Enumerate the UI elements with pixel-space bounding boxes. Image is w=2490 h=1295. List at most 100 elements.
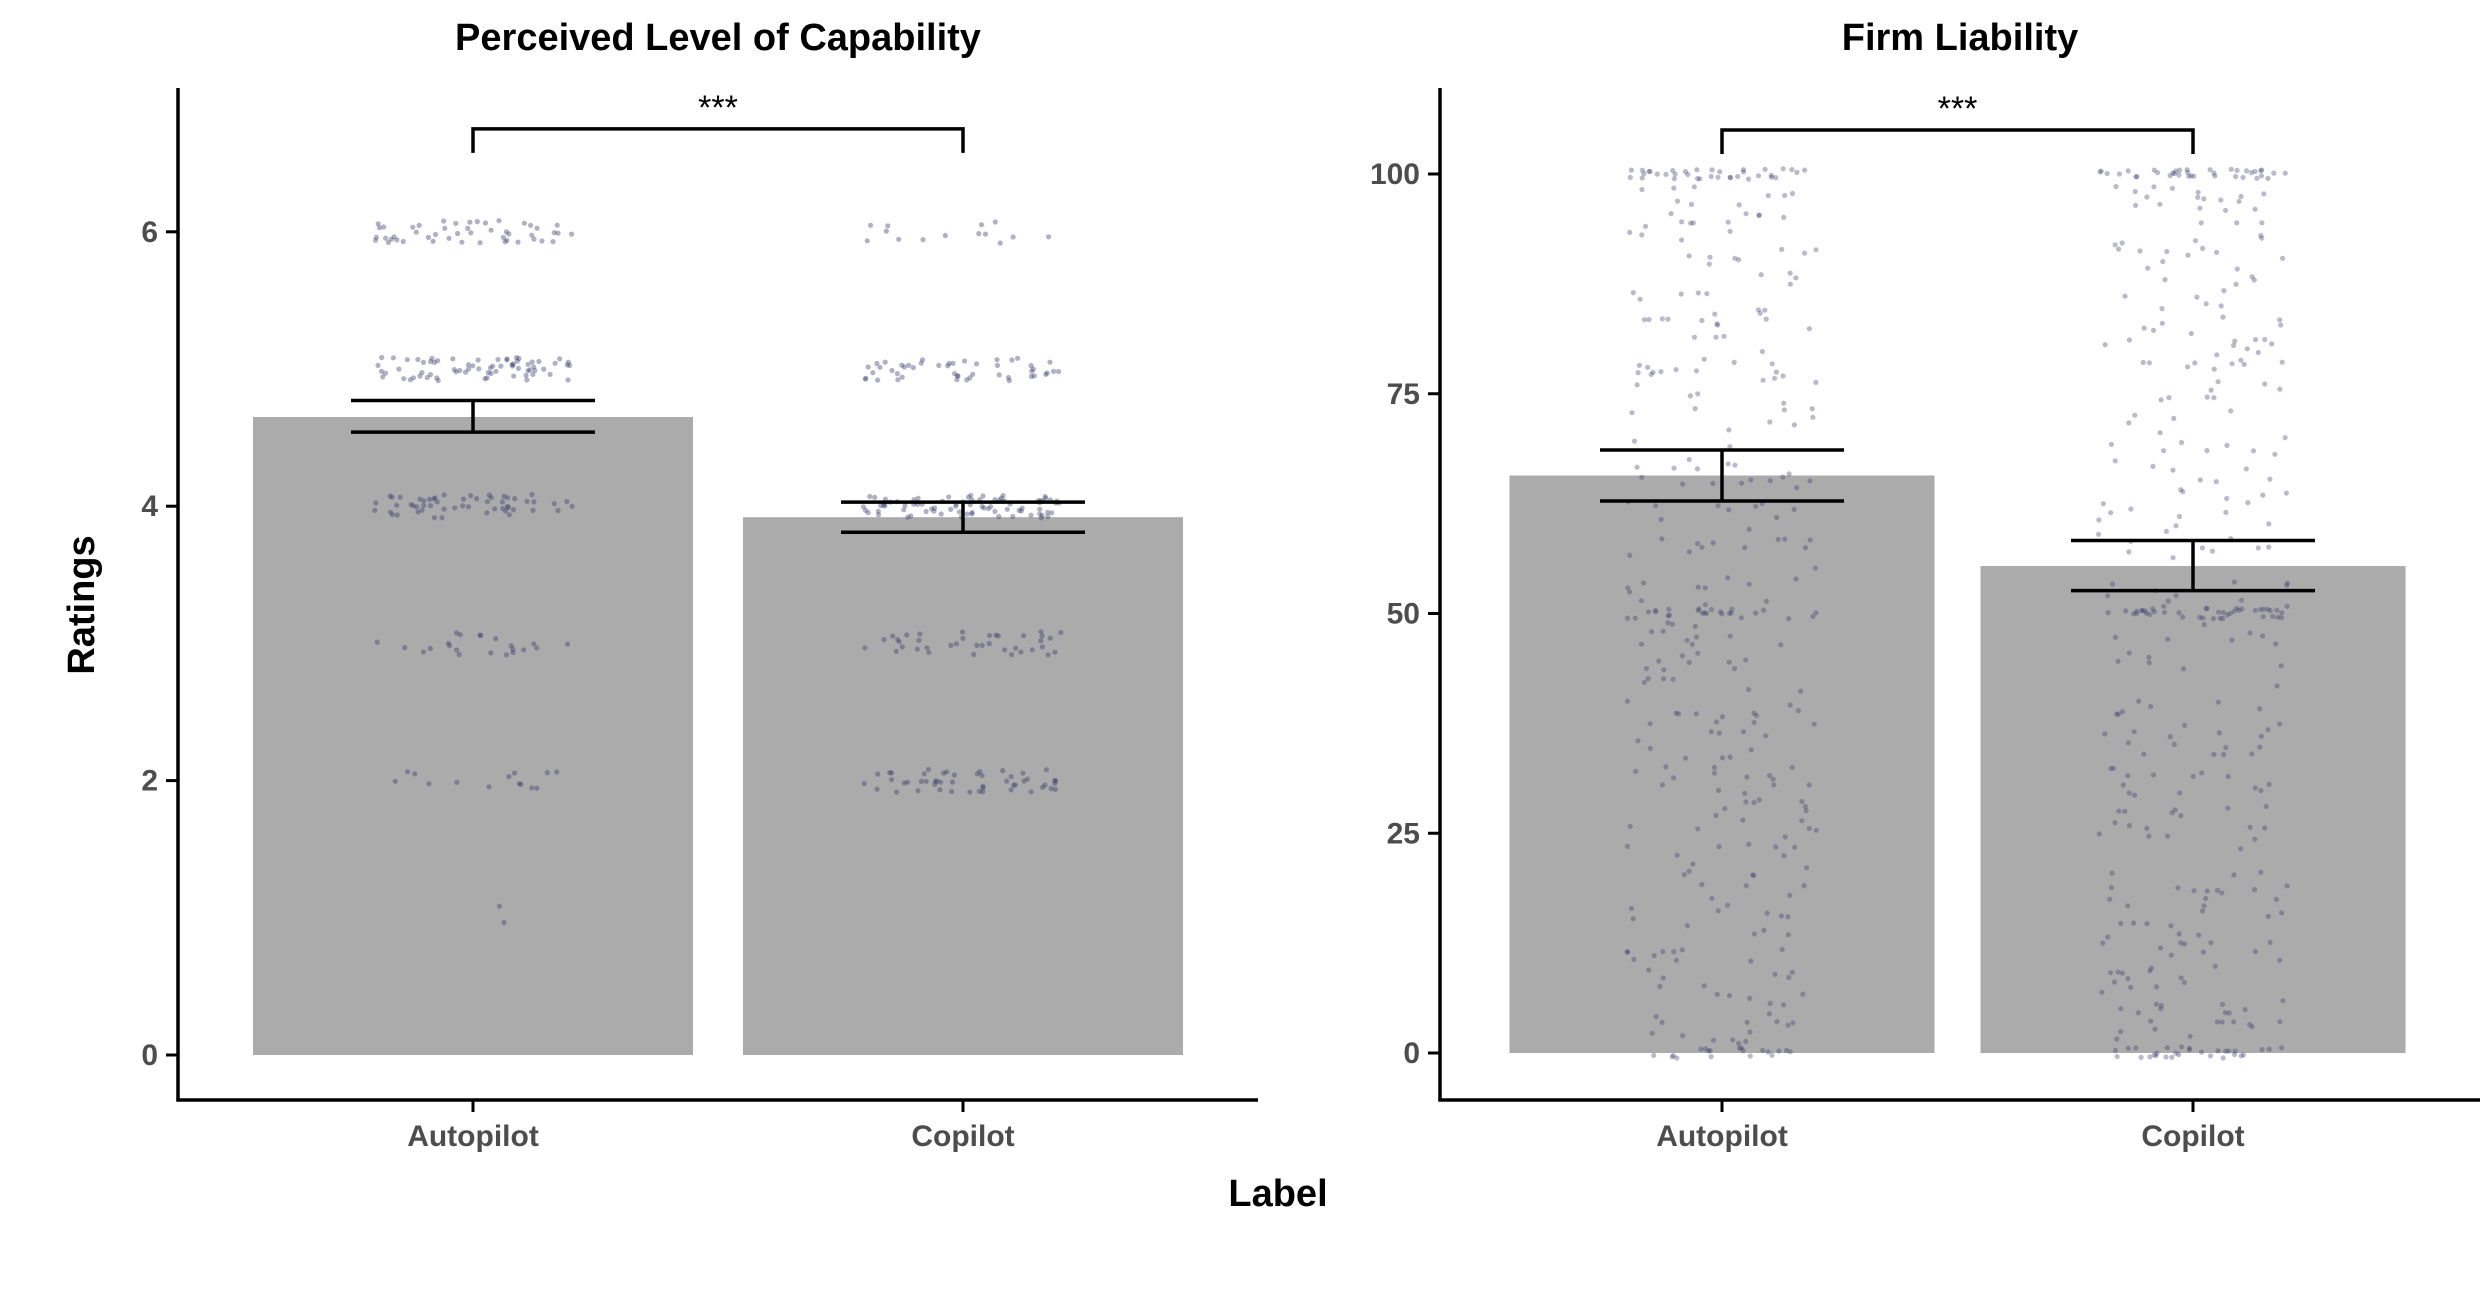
data-point [414, 504, 420, 510]
data-point [1659, 1019, 1665, 1025]
data-point [1802, 250, 1808, 256]
data-point [1735, 173, 1741, 180]
data-point [979, 773, 985, 779]
data-point [2215, 609, 2222, 615]
data-point [2248, 169, 2255, 176]
data-point [2252, 887, 2258, 893]
data-point [431, 496, 437, 502]
data-point [1716, 730, 1722, 736]
data-point [430, 238, 436, 244]
data-point [506, 774, 512, 780]
data-point [949, 779, 956, 785]
data-point [995, 633, 1001, 639]
data-point [1803, 808, 1809, 814]
data-point [1713, 719, 1720, 725]
data-point [931, 508, 937, 514]
y-tick-label: 75 [1387, 378, 1420, 411]
data-point [2279, 610, 2285, 616]
data-point [2097, 169, 2103, 175]
data-point [1660, 676, 1667, 682]
data-point [2201, 622, 2207, 628]
data-point [2238, 1053, 2244, 1059]
data-point [1730, 1037, 1736, 1043]
data-point [1690, 861, 1696, 867]
data-point [1051, 368, 1057, 374]
data-point [1736, 257, 1742, 263]
data-point [1709, 167, 1715, 173]
data-point [539, 238, 545, 244]
data-point [1019, 505, 1025, 511]
data-point [981, 505, 987, 511]
data-point [383, 235, 389, 241]
data-point [925, 766, 932, 773]
data-point [968, 492, 974, 498]
y-tick-label: 4 [141, 490, 158, 523]
data-point [2154, 1050, 2160, 1056]
data-point [2223, 1048, 2229, 1054]
data-point [2157, 430, 2163, 436]
data-point [2203, 605, 2209, 612]
data-point [394, 502, 400, 508]
data-point [890, 633, 896, 639]
data-point [2224, 612, 2230, 618]
data-point [2252, 337, 2259, 343]
data-point [2186, 1047, 2192, 1053]
data-point [2096, 531, 2102, 537]
data-point [1042, 493, 1048, 500]
data-point [509, 362, 515, 368]
data-point [993, 632, 999, 638]
data-point [1778, 913, 1784, 919]
data-point [476, 366, 482, 372]
data-point [2191, 173, 2197, 179]
data-point [1682, 169, 1689, 175]
data-point [2277, 721, 2283, 727]
data-point [2151, 184, 2157, 190]
data-point [493, 636, 499, 642]
data-point [511, 770, 518, 776]
data-point [918, 778, 925, 785]
data-point [2144, 921, 2150, 927]
data-point [1813, 827, 1819, 833]
data-point [2165, 598, 2171, 604]
data-point [2150, 606, 2156, 612]
data-point [2249, 274, 2255, 280]
data-point [1694, 167, 1700, 173]
data-point [511, 373, 517, 379]
data-point [934, 778, 940, 784]
data-point [915, 788, 921, 794]
data-point [521, 647, 527, 653]
data-point [1725, 575, 1731, 581]
data-point [1727, 175, 1733, 181]
data-point [2211, 751, 2217, 758]
data-point [1641, 317, 1647, 323]
data-point [1695, 826, 1701, 832]
data-point [2115, 711, 2121, 717]
data-point [528, 222, 534, 228]
data-point [2278, 322, 2284, 328]
data-point [1773, 369, 1779, 375]
data-point [567, 362, 573, 369]
data-point [1732, 462, 1738, 468]
data-point [2104, 170, 2110, 177]
data-point [986, 641, 992, 647]
data-point [867, 493, 873, 500]
data-point [2207, 167, 2213, 173]
data-point [2211, 170, 2217, 176]
data-point [1748, 477, 1754, 483]
data-point [1702, 602, 1708, 608]
data-point [1743, 883, 1749, 889]
data-point [1806, 825, 1812, 832]
data-point [1695, 607, 1701, 614]
data-point [504, 237, 510, 243]
data-point [955, 373, 961, 379]
y-tick-label: 0 [1403, 1037, 1420, 1070]
data-point [1642, 223, 1649, 229]
data-point [431, 515, 438, 521]
data-point [1736, 1040, 1742, 1046]
data-point [2233, 173, 2239, 180]
data-point [1787, 702, 1793, 708]
data-point [2224, 442, 2230, 448]
data-point [2167, 734, 2173, 740]
data-point [941, 770, 947, 776]
data-point [1631, 956, 1637, 963]
